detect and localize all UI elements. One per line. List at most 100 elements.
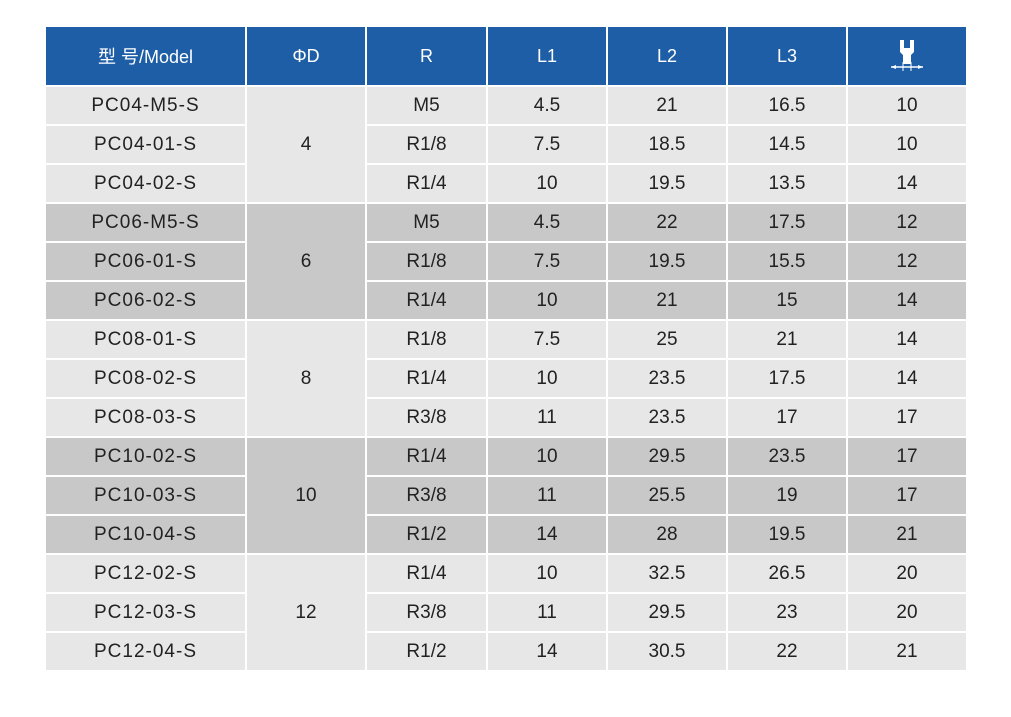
value-cell: 11 (486, 592, 608, 633)
model-cell: PC08-02-S (44, 358, 247, 399)
value-cell: 7.5 (486, 124, 608, 165)
table-row: PC04-01-S R1/8 7.5 18.5 14.5 10 (44, 124, 968, 165)
value-cell: 17.5 (726, 202, 848, 243)
header-cell: L1 (486, 25, 608, 87)
value-cell: R1/4 (365, 553, 488, 594)
value-cell: 21 (726, 319, 848, 360)
value-cell: 14 (846, 280, 968, 321)
model-cell: PC04-M5-S (44, 85, 247, 126)
value-cell: R3/8 (365, 592, 488, 633)
value-cell: 17 (846, 397, 968, 438)
value-cell: R1/8 (365, 241, 488, 282)
value-cell: 23.5 (606, 397, 728, 438)
value-cell: 19.5 (726, 514, 848, 555)
value-cell: 28 (606, 514, 728, 555)
header-icon-cell (846, 25, 968, 87)
value-cell: 14 (846, 163, 968, 204)
model-cell: PC12-02-S (44, 553, 247, 594)
model-cell: PC08-01-S (44, 319, 247, 360)
model-cell: PC04-02-S (44, 163, 247, 204)
value-cell: 29.5 (606, 436, 728, 477)
model-cell: PC12-03-S (44, 592, 247, 633)
value-cell: R3/8 (365, 397, 488, 438)
value-cell: 10 (486, 436, 608, 477)
model-cell: PC04-01-S (44, 124, 247, 165)
value-cell: 14.5 (726, 124, 848, 165)
table-body: PC04-M5-S 4 M5 4.5 21 16.5 10 PC04-01-S R1/8 7.5 1… (44, 85, 968, 672)
value-cell: 12 (846, 241, 968, 282)
value-cell: 17 (846, 475, 968, 516)
value-cell: R1/4 (365, 163, 488, 204)
value-cell: 25.5 (606, 475, 728, 516)
value-cell: R1/4 (365, 280, 488, 321)
diameter-cell: 6 (245, 202, 367, 321)
diameter-cell: 4 (245, 85, 367, 204)
model-cell: PC10-04-S (44, 514, 247, 555)
value-cell: 19 (726, 475, 848, 516)
header-cell: R (365, 25, 488, 87)
value-cell: 23.5 (726, 436, 848, 477)
value-cell: 12 (846, 202, 968, 243)
value-cell: 7.5 (486, 319, 608, 360)
model-cell: PC06-M5-S (44, 202, 247, 243)
value-cell: 17.5 (726, 358, 848, 399)
value-cell: 26.5 (726, 553, 848, 594)
value-cell: 14 (846, 319, 968, 360)
value-cell: 7.5 (486, 241, 608, 282)
value-cell: 25 (606, 319, 728, 360)
value-cell: 10 (846, 124, 968, 165)
value-cell: 18.5 (606, 124, 728, 165)
header-row: 型 号/Model ΦD R L1 L2 L3 (44, 25, 968, 87)
table-row: PC04-M5-S 4 M5 4.5 21 16.5 10 (44, 85, 968, 204)
table-row: PC12-04-S R1/2 14 30.5 22 21 (44, 631, 968, 672)
value-cell: 4.5 (486, 202, 608, 243)
table-row: PC10-03-S R3/8 11 25.5 19 17 (44, 475, 968, 516)
value-cell: R1/2 (365, 631, 488, 672)
value-cell: 13.5 (726, 163, 848, 204)
value-cell: 19.5 (606, 163, 728, 204)
value-cell: R1/2 (365, 514, 488, 555)
diameter-cell: 12 (245, 553, 367, 672)
value-cell: 22 (606, 202, 728, 243)
value-cell: 10 (486, 358, 608, 399)
model-cell: PC10-02-S (44, 436, 247, 477)
diameter-cell: 10 (245, 436, 367, 555)
value-cell: R1/8 (365, 124, 488, 165)
value-cell: 15 (726, 280, 848, 321)
value-cell: 10 (846, 85, 968, 126)
value-cell: 20 (846, 553, 968, 594)
value-cell: M5 (365, 85, 488, 126)
diameter-cell: 8 (245, 319, 367, 438)
value-cell: 23.5 (606, 358, 728, 399)
model-cell: PC10-03-S (44, 475, 247, 516)
value-cell: 21 (846, 631, 968, 672)
value-cell: 21 (846, 514, 968, 555)
value-cell: 17 (726, 397, 848, 438)
value-cell: 32.5 (606, 553, 728, 594)
value-cell: 22 (726, 631, 848, 672)
value-cell: 23 (726, 592, 848, 633)
header-cell: L2 (606, 25, 728, 87)
value-cell: 29.5 (606, 592, 728, 633)
value-cell: R1/4 (365, 358, 488, 399)
value-cell: 14 (486, 514, 608, 555)
value-cell: 10 (486, 553, 608, 594)
value-cell: 4.5 (486, 85, 608, 126)
value-cell: 17 (846, 436, 968, 477)
header-cell: ΦD (245, 25, 367, 87)
value-cell: 20 (846, 592, 968, 633)
header-cell: 型 号/Model (44, 25, 247, 87)
value-cell: 15.5 (726, 241, 848, 282)
value-cell: 11 (486, 475, 608, 516)
value-cell: R1/4 (365, 436, 488, 477)
value-cell: 30.5 (606, 631, 728, 672)
value-cell: M5 (365, 202, 488, 243)
model-cell: PC12-04-S (44, 631, 247, 672)
table-row: PC06-M5-S 6 M5 4.5 22 17.5 12 (44, 202, 968, 321)
value-cell: 10 (486, 280, 608, 321)
value-cell: 10 (486, 163, 608, 204)
table-row: PC08-01-S 8 R1/8 7.5 25 21 14 (44, 319, 968, 438)
table-row: PC04-02-S R1/4 10 19.5 13.5 14 (44, 163, 968, 204)
value-cell: 14 (486, 631, 608, 672)
